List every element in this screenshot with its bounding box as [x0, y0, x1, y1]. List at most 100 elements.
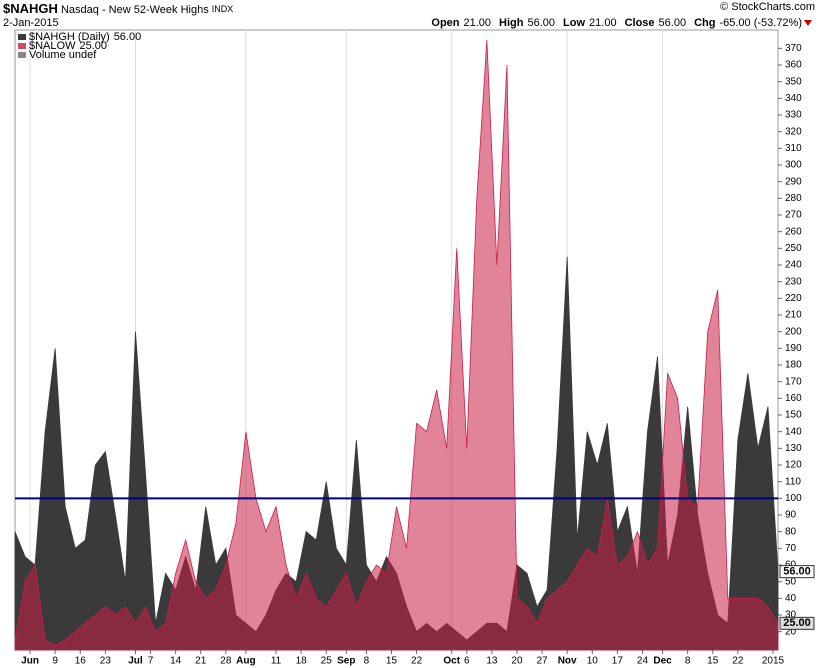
y-tick-label: 330	[785, 110, 802, 121]
x-tick-label: 25	[321, 656, 333, 667]
y-tick-label: 340	[785, 93, 802, 104]
x-tick-label: Oct	[443, 656, 460, 667]
x-tick-label: 15	[707, 656, 719, 667]
y-tick-label: 30	[785, 610, 797, 621]
y-tick-label: 350	[785, 76, 802, 87]
x-tick-label: 8	[364, 656, 370, 667]
last-value-label: 25.00	[783, 617, 811, 629]
y-tick-label: 100	[785, 493, 802, 504]
x-tick-label: 23	[100, 656, 112, 667]
quote-value: 21.00	[589, 17, 617, 29]
quote-label: Chg	[694, 17, 715, 29]
y-tick-label: 230	[785, 276, 802, 287]
y-tick-label: 270	[785, 210, 802, 221]
y-tick-label: 130	[785, 443, 802, 454]
legend-entry: Volume undef	[29, 49, 97, 61]
y-tick-label: 170	[785, 376, 802, 387]
x-tick-label: 22	[411, 656, 423, 667]
y-tick-label: 310	[785, 143, 802, 154]
y-tick-label: 370	[785, 43, 802, 54]
y-tick-label: 110	[785, 476, 801, 487]
x-tick-label: 21	[195, 656, 207, 667]
down-arrow	[804, 20, 812, 26]
y-tick-label: 290	[785, 176, 802, 187]
y-tick-label: 160	[785, 393, 802, 404]
y-tick-label: 60	[785, 560, 797, 571]
x-tick-label: Jun	[21, 656, 39, 667]
y-tick-label: 190	[785, 343, 802, 354]
chart-title: $NAHGH	[3, 1, 58, 16]
y-tick-label: 80	[785, 526, 797, 537]
y-tick-label: 210	[785, 310, 802, 321]
quote-value: 56.00	[659, 17, 687, 29]
y-tick-label: 280	[785, 193, 802, 204]
legend-entry: $NAHGH (Daily) 56.00	[29, 31, 141, 43]
x-tick-label: Nov	[558, 656, 577, 667]
y-tick-label: 70	[785, 543, 797, 554]
x-tick-label: 24	[637, 656, 649, 667]
legend-swatch	[18, 52, 26, 58]
quote-value: 56.00	[528, 17, 556, 29]
quote-value: -65.00 (-53.72%)	[719, 17, 802, 29]
x-tick-label: 10	[587, 656, 599, 667]
y-tick-label: 140	[785, 426, 802, 437]
x-tick-label: 16	[75, 656, 87, 667]
legend-swatch	[18, 43, 26, 49]
quote-label: Open	[431, 17, 459, 29]
y-tick-label: 200	[785, 326, 802, 337]
area	[14, 39, 779, 651]
x-tick-label: 9	[52, 656, 58, 667]
y-tick-label: 320	[785, 126, 802, 137]
y-tick-label: 20	[785, 626, 797, 637]
last-value-label: 56.00	[783, 566, 811, 578]
y-tick-label: 120	[785, 460, 802, 471]
x-tick-label: 27	[537, 656, 549, 667]
y-tick-label: 240	[785, 260, 802, 271]
legend-last: 56.00	[114, 31, 142, 43]
date: 2-Jan-2015	[3, 17, 59, 29]
legend-entry: $NALOW 25.00	[29, 40, 107, 52]
y-tick-label: 180	[785, 360, 802, 371]
x-tick-label: 17	[612, 656, 624, 667]
quote-label: Close	[625, 17, 655, 29]
y-tick-label: 90	[785, 510, 797, 521]
plot: Jun 9 16 23 Jul 7 14 21 28 Aug 11 18 25 Sep 8 15 22 Oct 6 1…	[14, 29, 815, 667]
x-tick-label: 6	[464, 656, 470, 667]
x-tick-label: 20	[511, 656, 523, 667]
y-tick-label: 250	[785, 243, 802, 254]
x-tick-label: Dec	[653, 656, 672, 667]
x-tick-label: 13	[486, 656, 498, 667]
y-tick-label: 300	[785, 160, 802, 171]
quote-label: Low	[563, 17, 585, 29]
x-tick-label: 14	[170, 656, 182, 667]
last-value-badge	[779, 565, 815, 579]
x-tick-label: 11	[271, 656, 282, 667]
quote-label: High	[499, 17, 524, 29]
y-tick-label: 260	[785, 226, 802, 237]
y-tick-label: 150	[785, 410, 802, 421]
source: © StockCharts.com	[720, 1, 815, 13]
x-tick-label: 2015	[762, 656, 785, 667]
x-tick-label: 8	[685, 656, 691, 667]
last-value-badge	[779, 616, 815, 630]
quote-value: 21.00	[464, 17, 492, 29]
x-tick-label: 7	[148, 656, 154, 667]
legend-name: $NAHGH (Daily)	[29, 31, 110, 43]
x-tick-label: Jul	[128, 656, 143, 667]
legend-swatch	[18, 34, 26, 40]
y-tick-label: 50	[785, 576, 797, 587]
x-tick-label: Sep	[337, 656, 355, 667]
exchange: INDX	[212, 4, 234, 14]
chart-header: $NAHGH Nasdaq - New 52-Week Highs INDX	[3, 1, 233, 16]
x-tick-label: Aug	[236, 656, 255, 667]
legend-last: 25.00	[79, 40, 107, 52]
x-tick-label: 15	[386, 656, 398, 667]
x-tick-label: 22	[732, 656, 744, 667]
y-tick-label: 220	[785, 293, 802, 304]
x-tick-label: 18	[296, 656, 308, 667]
y-tick-label: 40	[785, 593, 797, 604]
quote: Open 21.00 High 56.00 Low 21.00 Close 56.00 Chg -…	[431, 17, 802, 29]
x-tick-label: 28	[220, 656, 232, 667]
legend-name: $NALOW	[29, 40, 76, 52]
